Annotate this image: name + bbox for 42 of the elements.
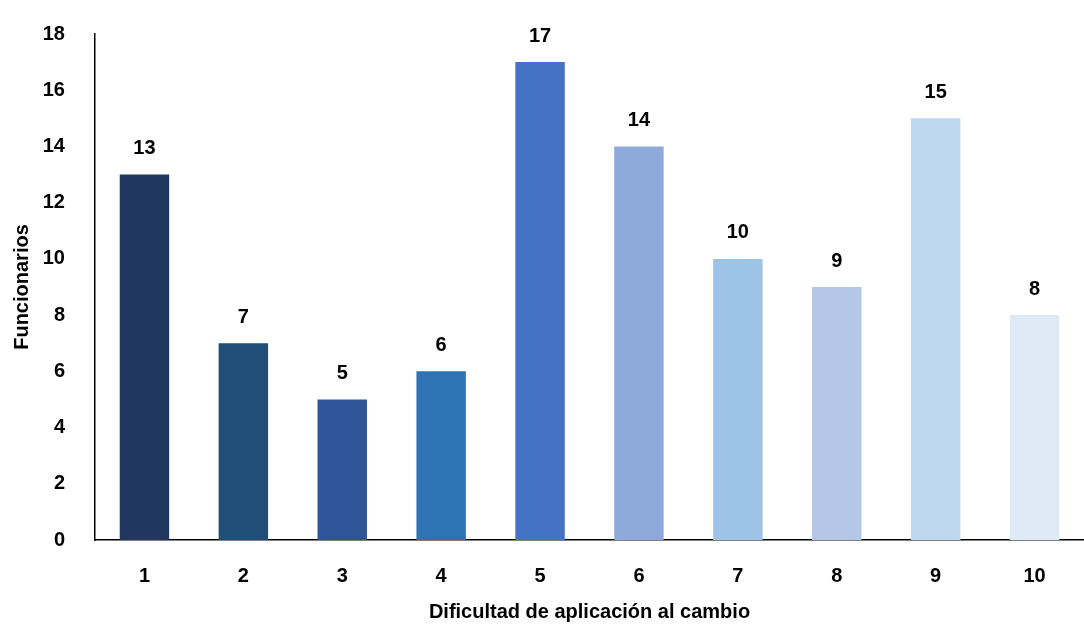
data-label: 15 bbox=[924, 79, 947, 102]
y-tick-label: 12 bbox=[42, 190, 65, 213]
bar bbox=[515, 62, 565, 540]
data-label: 13 bbox=[133, 136, 156, 159]
x-tick-label: 2 bbox=[237, 563, 249, 586]
y-tick-label: 16 bbox=[42, 77, 65, 100]
y-axis-title: Funcionarios bbox=[9, 224, 32, 350]
y-tick-label: 18 bbox=[42, 21, 65, 44]
bar bbox=[416, 371, 466, 540]
x-axis-title: Dificultad de aplicación al cambio bbox=[428, 599, 751, 622]
y-tick-label: 4 bbox=[53, 415, 66, 438]
y-tick-label: 8 bbox=[53, 302, 65, 325]
data-label: 14 bbox=[627, 107, 651, 130]
y-tick-label: 10 bbox=[42, 246, 65, 269]
y-tick-label: 2 bbox=[53, 471, 65, 494]
x-tick-label: 6 bbox=[633, 563, 645, 586]
x-tick-label: 7 bbox=[732, 563, 744, 586]
data-label: 10 bbox=[726, 220, 749, 243]
y-tick-label: 0 bbox=[53, 527, 65, 550]
bar bbox=[119, 174, 170, 540]
bar bbox=[713, 258, 763, 540]
data-label: 17 bbox=[528, 23, 552, 46]
x-tick-label: 3 bbox=[336, 563, 348, 586]
bar bbox=[317, 399, 367, 540]
bar bbox=[614, 146, 664, 540]
y-tick-label: 14 bbox=[42, 133, 66, 156]
data-label: 8 bbox=[1028, 276, 1041, 299]
data-label: 5 bbox=[336, 360, 348, 383]
bar bbox=[812, 287, 862, 540]
x-tick-label: 8 bbox=[831, 563, 843, 586]
x-tick-label: 9 bbox=[930, 563, 942, 586]
bar bbox=[1009, 315, 1060, 540]
x-tick-label: 1 bbox=[138, 563, 151, 586]
y-tick-label: 6 bbox=[53, 358, 65, 381]
x-tick-label: 4 bbox=[435, 563, 448, 586]
data-label: 9 bbox=[831, 248, 843, 271]
data-label: 6 bbox=[435, 332, 447, 355]
x-tick-label: 5 bbox=[534, 563, 546, 586]
bar bbox=[218, 343, 269, 540]
bar bbox=[910, 118, 961, 540]
data-label: 7 bbox=[237, 304, 249, 327]
x-tick-label: 10 bbox=[1023, 563, 1046, 586]
